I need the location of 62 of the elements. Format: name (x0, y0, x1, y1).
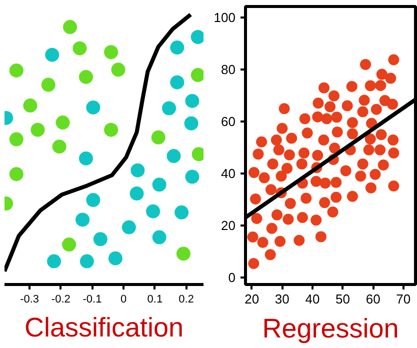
point (23, 98, 38, 113)
x-tick-label: -0.3 (20, 294, 40, 306)
point (176, 246, 190, 261)
point (152, 230, 166, 244)
point (80, 254, 94, 268)
point (111, 62, 126, 77)
point (185, 94, 200, 108)
point (174, 205, 189, 220)
x-tick-label: 0 (120, 294, 127, 306)
point (170, 75, 184, 90)
y-tick-label: 80 (221, 62, 236, 78)
point (151, 130, 166, 144)
y-tick-label: 60 (221, 114, 236, 130)
point (41, 78, 56, 92)
point (45, 48, 60, 62)
x-tick-label: 60 (366, 292, 380, 306)
point (9, 167, 24, 182)
x-tick-label: 0.1 (147, 294, 163, 306)
point (104, 45, 118, 60)
point (146, 204, 160, 218)
x-tick-label: 20 (244, 292, 260, 306)
point (30, 122, 45, 137)
point (190, 30, 204, 44)
text: Regression (262, 314, 399, 344)
point (104, 122, 118, 137)
point (72, 41, 87, 56)
point (76, 212, 90, 227)
y-tick-label: 40 (221, 166, 236, 182)
point (185, 170, 200, 184)
x-tick-label: 0.2 (178, 294, 194, 306)
point (78, 151, 93, 166)
point (86, 193, 100, 208)
x-tick-label: 40 (305, 292, 320, 306)
point (52, 140, 66, 154)
x-tick-label: 30 (274, 292, 290, 306)
x-tick-label: -0.1 (82, 294, 102, 306)
point (62, 238, 76, 252)
point (130, 163, 145, 178)
point (86, 100, 100, 114)
point (184, 116, 198, 130)
point (190, 68, 204, 82)
y-tick-label: 0 (228, 270, 236, 285)
y-tick-label: 20 (221, 218, 236, 234)
x-tick-label: 50 (336, 292, 350, 306)
point (9, 63, 24, 78)
point (166, 149, 181, 164)
point (78, 70, 93, 84)
point (130, 186, 144, 201)
y-tick-label: 100 (214, 10, 236, 26)
point (56, 116, 70, 130)
point (63, 20, 77, 34)
point (108, 251, 122, 266)
point (47, 254, 62, 268)
x-tick-label: -0.2 (51, 294, 70, 306)
point (152, 178, 166, 192)
point (170, 40, 184, 55)
point (93, 232, 108, 246)
point (9, 132, 24, 146)
point (162, 101, 176, 116)
text: Classification (24, 312, 184, 342)
x-tick-label: 70 (396, 292, 411, 306)
point (122, 220, 136, 234)
